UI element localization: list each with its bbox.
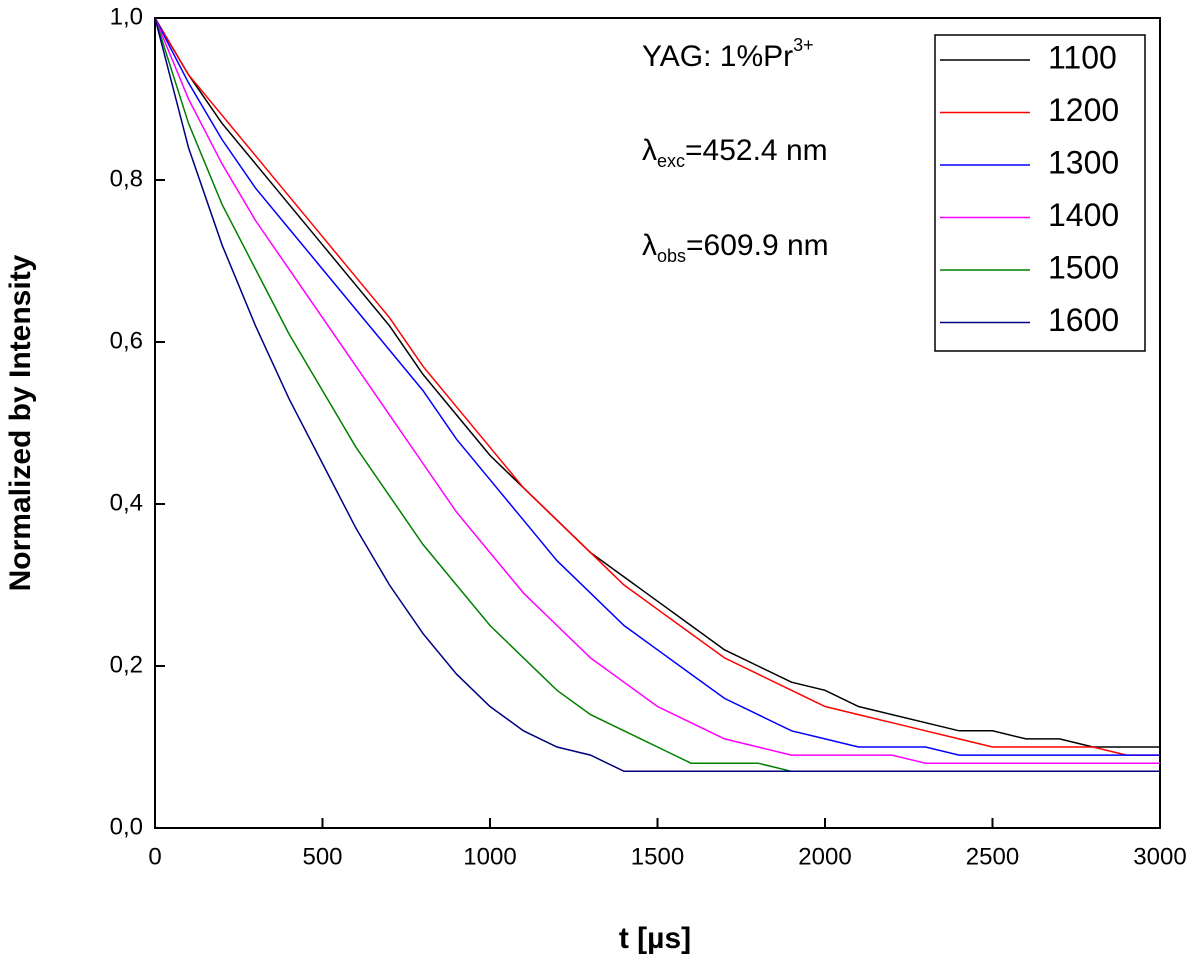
x-axis-label: t [µs] [619,922,691,955]
legend-box [934,34,1146,352]
annotation-text: =452.4 nm [685,134,828,167]
x-tick-label: 500 [302,843,342,870]
annotation-sup: 3+ [793,35,814,55]
y-tick-label: 0,8 [110,165,143,192]
annotation-text: λ [642,229,657,262]
annotation-sub: obs [657,246,686,266]
legend-label: 1500 [1048,249,1119,285]
series-line [154,17,1160,748]
annotation: λexc=452.4 nm [642,134,828,171]
annotation-text: YAG: 1%Pr [642,40,793,73]
legend-label: 1200 [1048,92,1119,128]
y-tick-label: 0,6 [110,327,143,354]
series-line [154,17,1160,756]
series-line [154,17,1160,756]
y-tick-label: 1,0 [110,3,143,30]
y-tick-label: 0,4 [110,489,143,516]
annotation-sub: exc [657,151,685,171]
series-line [154,17,1160,773]
series-line [154,17,1160,764]
x-tick-label: 2500 [966,843,1019,870]
annotation: λobs=609.9 nm [642,229,829,266]
y-tick-label: 0,2 [110,651,143,678]
y-tick-label: 0,0 [110,813,143,840]
x-tick-label: 1000 [463,843,516,870]
x-tick-label: 0 [148,843,161,870]
legend-label: 1300 [1048,144,1119,180]
annotation-text: λ [642,134,657,167]
annotation: YAG: 1%Pr3+ [642,35,814,73]
legend-label: 1400 [1048,197,1119,233]
annotation-text: =609.9 nm [686,229,829,262]
legend-label: 1600 [1048,302,1119,338]
x-tick-label: 1500 [631,843,684,870]
x-tick-label: 2000 [798,843,851,870]
x-tick-label: 3000 [1133,843,1186,870]
y-axis-label: Normalized by Intensity [4,254,37,591]
legend-label: 1100 [1048,39,1117,75]
